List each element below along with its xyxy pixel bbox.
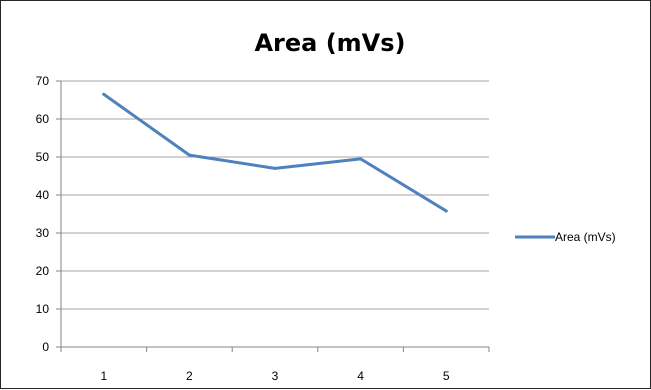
data-point bbox=[444, 209, 448, 213]
tick-labels: 0 10 20 30 40 50 60 70 1 2 3 4 5 bbox=[36, 74, 450, 383]
gridlines bbox=[61, 80, 489, 310]
y-tick-label: 0 bbox=[42, 340, 49, 354]
x-tick-label: 3 bbox=[272, 369, 279, 383]
series-line bbox=[102, 92, 448, 213]
legend: Area (mVs) bbox=[515, 230, 616, 244]
axes bbox=[56, 80, 490, 352]
x-tick-label: 2 bbox=[186, 369, 193, 383]
x-tick-label: 4 bbox=[357, 369, 364, 383]
x-tick-label: 1 bbox=[100, 369, 107, 383]
y-tick-label: 50 bbox=[36, 150, 50, 164]
y-tick-label: 20 bbox=[36, 264, 50, 278]
x-tick-label: 5 bbox=[443, 369, 450, 383]
y-tick-label: 70 bbox=[36, 74, 50, 88]
y-tick-label: 60 bbox=[36, 112, 50, 126]
y-tick-label: 40 bbox=[36, 188, 50, 202]
y-tick-label: 10 bbox=[36, 302, 50, 316]
legend-label: Area (mVs) bbox=[555, 230, 616, 244]
series-layer bbox=[102, 92, 448, 213]
data-point bbox=[273, 166, 277, 170]
data-point bbox=[102, 92, 106, 96]
y-tick-label: 30 bbox=[36, 226, 50, 240]
data-point bbox=[187, 153, 191, 157]
chart-title: Area (mVs) bbox=[254, 29, 405, 57]
data-point bbox=[359, 157, 363, 161]
